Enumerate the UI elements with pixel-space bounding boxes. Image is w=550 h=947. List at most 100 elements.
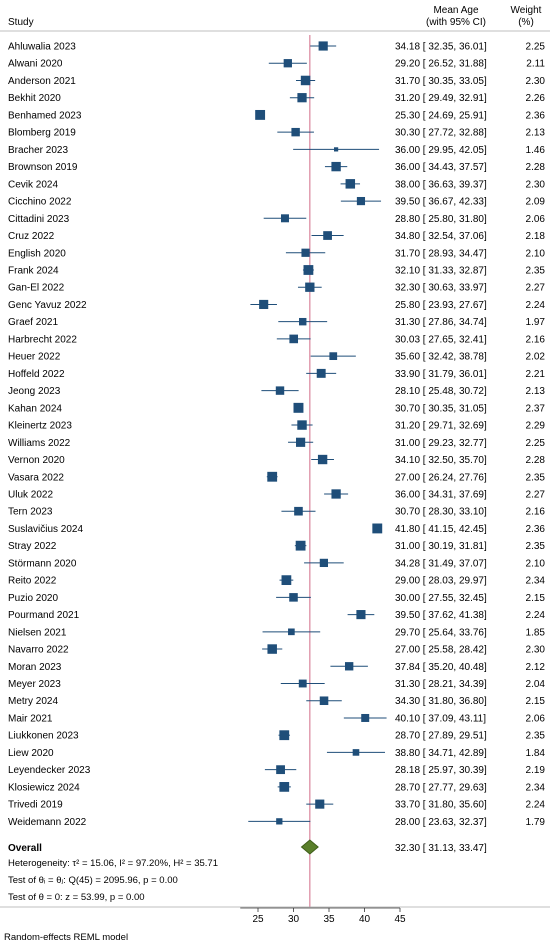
study-name: Benhamed 2023 xyxy=(8,110,82,121)
study-marker xyxy=(356,610,366,620)
study-marker xyxy=(331,161,341,172)
study-name: Blomberg 2019 xyxy=(8,128,76,139)
study-estimate: 27.00 [ 26.24, 27.76] xyxy=(395,472,487,483)
study-marker xyxy=(281,575,292,586)
study-weight: 2.09 xyxy=(526,197,546,208)
study-marker xyxy=(297,420,307,430)
study-estimate: 30.30 [ 27.72, 32.88] xyxy=(395,128,487,139)
study-estimate: 31.20 [ 29.71, 32.69] xyxy=(395,421,487,432)
study-estimate: 28.70 [ 27.89, 29.51] xyxy=(395,731,487,742)
study-estimate: 28.18 [ 25.97, 30.39] xyxy=(395,765,487,776)
study-estimate: 34.80 [ 32.54, 37.06] xyxy=(395,231,487,242)
study-weight: 2.36 xyxy=(526,524,546,535)
study-weight: 1.85 xyxy=(526,627,546,638)
study-row: Tern 2023 30.70 [ 28.30, 33.10] 2.16 xyxy=(8,507,545,518)
study-marker xyxy=(331,489,341,499)
study-marker xyxy=(280,214,289,223)
study-row: Hoffeld 2022 33.90 [ 31.79, 36.01] 2.21 xyxy=(8,369,545,380)
study-name: Uluk 2022 xyxy=(8,489,53,500)
study-weight: 2.25 xyxy=(526,438,546,449)
study-weight: 1.46 xyxy=(526,145,546,156)
study-marker xyxy=(289,593,298,602)
study-weight: 2.26 xyxy=(526,93,546,104)
study-row: Cicchino 2022 39.50 [ 36.67, 42.33] 2.09 xyxy=(8,197,545,208)
study-estimate: 34.10 [ 32.50, 35.70] xyxy=(395,455,487,466)
study-name: Ahluwalia 2023 xyxy=(8,42,76,53)
study-weight: 2.28 xyxy=(526,162,546,173)
study-row: Frank 2024 32.10 [ 31.33, 32.87] 2.35 xyxy=(8,265,545,276)
study-marker xyxy=(303,265,314,275)
study-weight: 2.35 xyxy=(526,731,546,742)
x-axis-ticks: 25 30 35 40 45 xyxy=(252,908,406,925)
study-estimate: 27.00 [ 25.58, 28.42] xyxy=(395,645,487,656)
study-estimate: 31.20 [ 29.49, 32.91] xyxy=(395,93,487,104)
study-name: Liew 2020 xyxy=(8,748,54,759)
study-marker xyxy=(352,749,360,756)
study-marker xyxy=(295,540,306,551)
study-row: Moran 2023 37.84 [ 35.20, 40.48] 2.12 xyxy=(8,662,545,673)
study-estimate: 41.80 [ 41.15, 42.45] xyxy=(395,524,487,535)
study-estimate: 30.00 [ 27.55, 32.45] xyxy=(395,593,487,604)
study-marker xyxy=(334,147,339,152)
study-estimate: 31.30 [ 28.21, 34.39] xyxy=(395,679,487,690)
study-name: Störmann 2020 xyxy=(8,558,77,569)
study-name: Anderson 2021 xyxy=(8,76,76,87)
study-estimate: 31.70 [ 30.35, 33.05] xyxy=(395,76,487,87)
study-estimate: 28.80 [ 25.80, 31.80] xyxy=(395,214,487,225)
study-weight: 2.30 xyxy=(526,179,546,190)
study-estimate: 28.00 [ 23.63, 32.37] xyxy=(395,817,487,828)
study-name: Graef 2021 xyxy=(8,317,58,328)
study-name: Trivedi 2019 xyxy=(8,800,63,811)
study-row: Trivedi 2019 33.70 [ 31.80, 35.60] 2.24 xyxy=(8,799,545,811)
study-name: English 2020 xyxy=(8,248,66,259)
study-estimate: 32.30 [ 30.63, 33.97] xyxy=(395,283,487,294)
study-marker xyxy=(318,41,328,51)
study-marker xyxy=(301,248,310,257)
study-weight: 2.13 xyxy=(526,128,546,139)
study-row: Leyendecker 2023 28.18 [ 25.97, 30.39] 2.1… xyxy=(8,765,545,776)
study-name: Liukkonen 2023 xyxy=(8,731,79,742)
study-marker xyxy=(356,196,366,206)
study-weight: 2.10 xyxy=(526,248,546,259)
overall-estimate: 32.30 [ 31.13, 33.47] xyxy=(395,843,487,854)
study-marker xyxy=(323,231,332,240)
overall-diamond xyxy=(300,839,319,855)
study-weight: 2.27 xyxy=(526,283,546,294)
study-estimate: 31.70 [ 28.93, 34.47] xyxy=(395,248,487,259)
study-estimate: 37.84 [ 35.20, 40.48] xyxy=(395,662,487,673)
study-weight: 2.02 xyxy=(526,352,546,363)
study-weight: 1.84 xyxy=(526,748,546,759)
study-estimate: 25.30 [ 24.69, 25.91] xyxy=(395,110,487,121)
study-weight: 2.06 xyxy=(526,713,546,724)
study-estimate: 34.28 [ 31.49, 37.07] xyxy=(395,558,487,569)
study-row: Graef 2021 31.30 [ 27.86, 34.74] 1.97 xyxy=(8,317,545,328)
study-row: Weidemann 2022 28.00 [ 23.63, 32.37] 1.79 xyxy=(8,817,545,828)
study-row: Meyer 2023 31.30 [ 28.21, 34.39] 2.04 xyxy=(8,679,545,690)
study-estimate: 29.70 [ 25.64, 33.76] xyxy=(395,627,487,638)
study-estimate: 30.03 [ 27.65, 32.41] xyxy=(395,334,487,345)
study-weight: 2.35 xyxy=(526,541,546,552)
study-weight: 2.11 xyxy=(526,59,545,70)
study-row: Cevik 2024 38.00 [ 36.63, 39.37] 2.30 xyxy=(8,179,545,190)
x-tick-label: 45 xyxy=(394,914,406,925)
study-estimate: 31.30 [ 27.86, 34.74] xyxy=(395,317,487,328)
study-marker xyxy=(267,471,278,482)
study-row: Benhamed 2023 25.30 [ 24.69, 25.91] 2.36 xyxy=(8,109,545,121)
study-marker xyxy=(279,782,290,792)
study-name: Reito 2022 xyxy=(8,576,57,587)
study-estimate: 30.70 [ 28.30, 33.10] xyxy=(395,507,487,518)
study-marker xyxy=(294,506,303,516)
study-marker xyxy=(345,179,356,189)
study-marker xyxy=(316,368,326,378)
study-row: Störmann 2020 34.28 [ 31.49, 37.07] 2.10 xyxy=(8,558,545,569)
study-row: Nielsen 2021 29.70 [ 25.64, 33.76] 1.85 xyxy=(8,627,545,638)
study-marker xyxy=(305,282,315,292)
study-weight: 2.04 xyxy=(526,679,546,690)
test-z-stats: Test of θ = 0: z = 53.99, p = 0.00 xyxy=(8,892,145,903)
study-row: Cruz 2022 34.80 [ 32.54, 37.06] 2.18 xyxy=(8,231,545,242)
study-weight: 2.37 xyxy=(526,403,546,414)
study-weight: 2.30 xyxy=(526,76,546,87)
study-marker xyxy=(372,523,383,534)
study-marker xyxy=(291,127,300,137)
